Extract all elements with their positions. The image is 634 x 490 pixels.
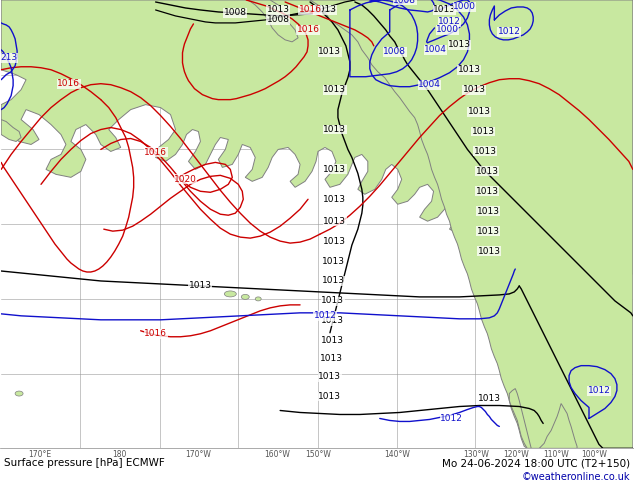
- Text: 1013: 1013: [458, 65, 481, 74]
- Text: 1016: 1016: [297, 25, 320, 34]
- Text: 1013: 1013: [318, 372, 342, 381]
- Text: 180: 180: [112, 450, 126, 459]
- Text: 1013: 1013: [318, 48, 342, 56]
- Polygon shape: [1, 0, 633, 291]
- Ellipse shape: [15, 391, 23, 396]
- Text: 1013: 1013: [476, 187, 499, 196]
- Text: Mo 24-06-2024 18:00 UTC (T2+150): Mo 24-06-2024 18:00 UTC (T2+150): [442, 458, 630, 468]
- Text: 100°W: 100°W: [581, 450, 607, 459]
- Text: 1013: 1013: [323, 237, 346, 245]
- Text: 1013: 1013: [463, 85, 486, 94]
- Polygon shape: [1, 120, 21, 142]
- Text: 1008: 1008: [267, 15, 290, 24]
- Polygon shape: [310, 0, 633, 448]
- Ellipse shape: [242, 294, 249, 299]
- Text: 1013: 1013: [321, 317, 344, 325]
- Text: 140°W: 140°W: [384, 450, 410, 459]
- Ellipse shape: [224, 291, 236, 297]
- Polygon shape: [249, 0, 298, 42]
- Text: 1000: 1000: [436, 25, 459, 34]
- Text: 1008: 1008: [224, 8, 247, 18]
- Text: Surface pressure [hPa] ECMWF: Surface pressure [hPa] ECMWF: [4, 458, 165, 468]
- Text: 1013: 1013: [321, 336, 344, 345]
- Text: 1013: 1013: [313, 5, 337, 15]
- Text: 1013: 1013: [321, 296, 344, 305]
- Text: 1000: 1000: [453, 2, 476, 11]
- Text: 1016: 1016: [58, 79, 81, 88]
- Text: 1008: 1008: [383, 48, 406, 56]
- Polygon shape: [539, 404, 577, 448]
- Text: 1013: 1013: [478, 246, 501, 256]
- Text: 1020: 1020: [174, 175, 197, 184]
- Text: 1012: 1012: [314, 311, 337, 320]
- Text: 1013: 1013: [323, 125, 346, 134]
- Text: 1013: 1013: [323, 257, 346, 266]
- Text: 1013: 1013: [433, 5, 456, 15]
- Text: 1012: 1012: [438, 18, 461, 26]
- Text: 1013: 1013: [320, 354, 344, 363]
- Text: 1012: 1012: [588, 386, 611, 395]
- Text: 1013: 1013: [476, 167, 499, 176]
- Ellipse shape: [256, 297, 261, 301]
- Text: 1013: 1013: [189, 281, 212, 291]
- Text: 1013: 1013: [323, 85, 346, 94]
- Text: 110°W: 110°W: [543, 450, 569, 459]
- Text: 1013: 1013: [323, 276, 346, 286]
- Text: 130°W: 130°W: [463, 450, 489, 459]
- Text: 1013: 1013: [472, 127, 495, 136]
- Text: 1013: 1013: [323, 195, 346, 204]
- Text: 1013: 1013: [267, 5, 290, 15]
- Text: 1016: 1016: [144, 148, 167, 157]
- Polygon shape: [509, 389, 531, 448]
- Text: 150°W: 150°W: [305, 450, 331, 459]
- Text: 1013: 1013: [323, 165, 346, 174]
- Text: 1013: 1013: [323, 217, 346, 226]
- Text: 1013: 1013: [468, 107, 491, 116]
- Text: 1013: 1013: [318, 392, 342, 401]
- Text: 120°W: 120°W: [503, 450, 529, 459]
- Text: 1013: 1013: [477, 227, 500, 236]
- Text: 170°E: 170°E: [29, 450, 51, 459]
- Text: 1013: 1013: [478, 394, 501, 403]
- Text: ©weatheronline.co.uk: ©weatheronline.co.uk: [522, 472, 630, 482]
- Text: 1013: 1013: [477, 207, 500, 216]
- Text: 213: 213: [1, 53, 18, 62]
- Text: 1016: 1016: [299, 5, 321, 15]
- Text: 1008: 1008: [393, 0, 416, 4]
- Text: 160°W: 160°W: [264, 450, 290, 459]
- Text: 1016: 1016: [144, 329, 167, 338]
- Text: 1004: 1004: [424, 45, 447, 54]
- Text: 1013: 1013: [474, 147, 497, 156]
- Text: 1012: 1012: [440, 414, 463, 423]
- Text: 1012: 1012: [498, 27, 521, 36]
- Text: 1013: 1013: [448, 40, 471, 49]
- Text: 1004: 1004: [418, 80, 441, 89]
- Text: 170°W: 170°W: [185, 450, 211, 459]
